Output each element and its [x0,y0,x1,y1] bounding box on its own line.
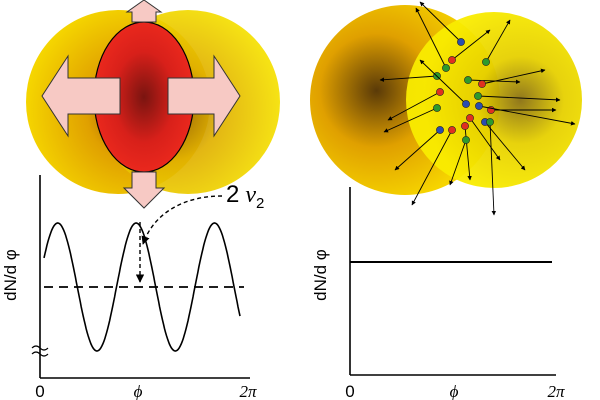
v2-label: 2 v2 [226,181,264,212]
particle-tracks [379,1,576,216]
particle-track [383,107,438,133]
particle-dot [448,56,456,64]
right-x-start: 0 [345,382,354,400]
particle-dot [461,122,469,130]
particle-dot [448,126,456,134]
particle-dot [475,102,483,110]
particle-dot [457,38,465,46]
particle-dot [486,118,494,126]
right-plot: dN/d φ 0 ϕ 2π [311,187,565,400]
particle-dot [474,92,482,100]
particle-dot [462,100,470,108]
particle-track [387,91,441,121]
pressure-arrow-up-icon [125,0,163,23]
particle-track [411,129,453,206]
particle-dot [464,76,472,84]
particle-track [489,121,497,216]
left-collision [26,0,280,209]
particle-track [478,105,576,126]
flow-modulation-curve [43,222,241,352]
pressure-arrow-right-icon [167,54,241,138]
particle-track [485,19,511,63]
particle-dot [442,64,450,72]
particle-track [464,125,472,181]
particle-track [394,129,441,171]
left-plot: dN/d φ 2 v2 0 ϕ 2π [1,175,264,400]
right-x-end: 2π [547,382,565,400]
pressure-arrow-left-icon [41,54,121,138]
particle-track [415,7,447,69]
axis-break-icon [31,345,49,357]
right-x-mid: ϕ [450,382,459,400]
pressure-arrow-down-icon [122,171,166,209]
particle-dot [466,114,474,122]
right-nucleus-b [406,12,582,188]
particle-dot [482,58,490,66]
particle-track [484,121,526,171]
particle-track [481,68,546,85]
left-x-end: 2π [239,382,257,400]
particle-dot [478,80,486,88]
particle-track [419,1,462,43]
left-x-mid: ϕ [134,382,143,400]
particle-dot [433,104,441,112]
particle-track [477,95,561,103]
left-y-label: dN/d φ [1,249,20,301]
particle-dot [436,126,444,134]
particle-dot [436,88,444,96]
particle-dot [462,136,470,144]
left-x-start: 0 [35,382,44,400]
particle-track [379,75,438,82]
v2-pointer-dashed-arrow [141,195,223,245]
particle-track [469,117,501,161]
particle-track [419,59,467,105]
particle-track [451,29,491,61]
right-y-label: dN/d φ [311,249,330,301]
particle-track [449,139,467,186]
right-collision [310,1,582,216]
